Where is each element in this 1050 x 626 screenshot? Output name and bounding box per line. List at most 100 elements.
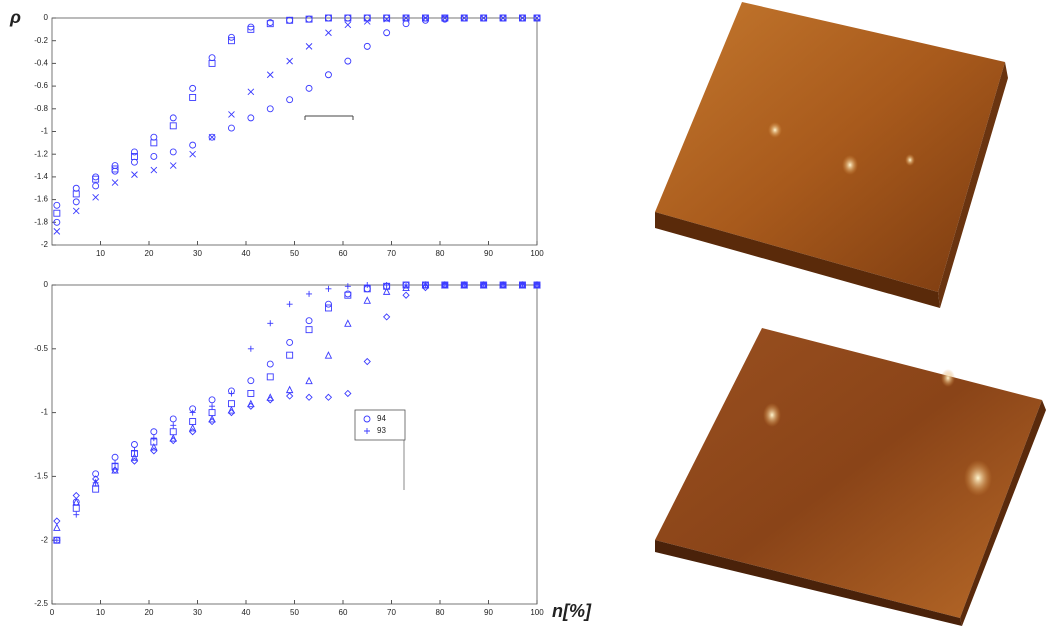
point — [189, 84, 197, 92]
point — [480, 14, 487, 22]
legend-marker — [364, 428, 370, 434]
point — [422, 14, 429, 22]
x-tick-label: 70 — [387, 249, 396, 258]
point — [92, 475, 100, 483]
point — [72, 504, 80, 512]
point — [344, 319, 352, 327]
point — [208, 54, 216, 62]
point — [53, 209, 61, 217]
point — [402, 283, 410, 292]
point — [285, 385, 294, 394]
point — [499, 281, 507, 289]
point — [228, 390, 235, 397]
point — [111, 466, 119, 474]
point — [286, 351, 294, 359]
point — [266, 360, 274, 368]
point — [344, 291, 352, 299]
point — [72, 207, 80, 215]
point — [150, 428, 158, 436]
x-tick-label: 60 — [339, 249, 348, 258]
point — [247, 23, 255, 31]
y-tick-label: -0.5 — [34, 344, 48, 353]
x-tick-label: 10 — [96, 249, 105, 258]
point — [247, 390, 255, 397]
point — [460, 14, 468, 22]
afm-image-bottom — [655, 328, 1046, 626]
point — [92, 182, 100, 190]
point — [169, 437, 177, 445]
point — [169, 428, 177, 436]
point — [150, 443, 158, 451]
point — [382, 287, 391, 295]
point — [53, 523, 61, 531]
point — [306, 290, 313, 297]
point — [150, 133, 158, 141]
x-tick-label: 40 — [242, 608, 251, 617]
point — [247, 377, 255, 385]
x-tick-label: 0 — [50, 608, 55, 617]
legend-marker — [363, 415, 371, 423]
x-tick-label: 20 — [145, 249, 154, 258]
x-tick-label: 80 — [436, 249, 445, 258]
point — [363, 357, 371, 366]
point — [150, 435, 157, 442]
point — [422, 14, 429, 22]
y-tick-label: -0.8 — [34, 104, 48, 113]
point — [305, 43, 313, 50]
point — [441, 15, 449, 23]
point — [170, 422, 177, 429]
point — [131, 171, 138, 178]
point — [247, 25, 255, 33]
x-tick-label: 80 — [436, 608, 445, 617]
point — [305, 393, 313, 401]
point — [286, 301, 293, 308]
point — [188, 423, 197, 432]
point — [189, 418, 197, 425]
point — [286, 16, 294, 24]
point — [150, 166, 158, 174]
point — [53, 218, 61, 226]
point — [267, 320, 274, 327]
point — [363, 285, 371, 293]
point — [480, 14, 488, 22]
point — [189, 93, 197, 101]
point — [208, 417, 216, 426]
point — [344, 389, 352, 398]
point — [111, 453, 119, 461]
point — [53, 537, 60, 544]
point — [227, 406, 236, 414]
point — [305, 15, 313, 23]
point — [227, 124, 235, 132]
point — [344, 21, 352, 29]
point — [266, 71, 274, 79]
point — [227, 400, 235, 408]
point — [247, 88, 255, 96]
point — [363, 296, 371, 304]
point — [266, 19, 274, 26]
point — [363, 18, 371, 25]
point — [344, 14, 352, 22]
point — [266, 105, 274, 113]
point — [421, 283, 430, 292]
point — [169, 122, 177, 130]
point — [208, 396, 216, 404]
afm-image-top — [655, 2, 1008, 308]
point — [53, 228, 61, 235]
point — [169, 114, 177, 122]
point — [286, 338, 294, 346]
point — [73, 511, 80, 518]
point — [169, 415, 177, 423]
point — [227, 33, 235, 41]
point — [441, 281, 449, 289]
point — [344, 57, 352, 65]
point — [111, 165, 119, 173]
y-tick-label: 0 — [44, 13, 49, 22]
point — [169, 434, 177, 442]
point — [130, 453, 139, 461]
point — [460, 14, 468, 22]
point — [130, 158, 138, 166]
y-tick-label: -1 — [41, 127, 49, 136]
point — [266, 393, 274, 401]
y-tick-label: 0 — [44, 280, 49, 289]
point — [383, 14, 391, 22]
